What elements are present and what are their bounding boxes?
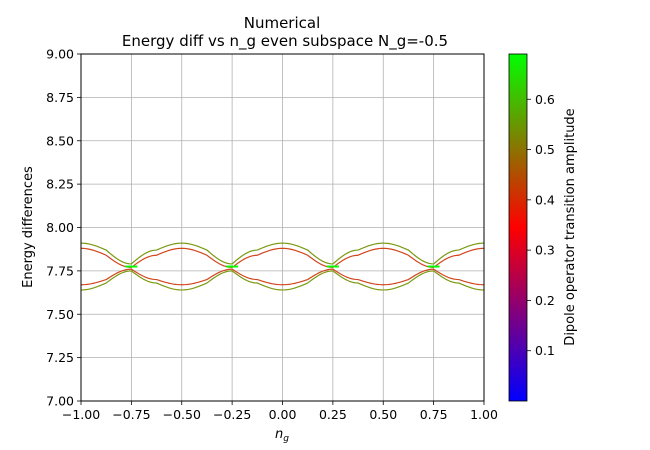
x-tick-label: −1.00: [62, 407, 100, 422]
y-tick-label: 8.00: [46, 220, 74, 235]
y-tick-label: 8.25: [46, 177, 74, 192]
y-tick-label: 7.50: [46, 307, 74, 322]
x-tick-label: −0.25: [213, 407, 251, 422]
series-line-2: [81, 247, 484, 269]
x-tick-label: 0.75: [420, 407, 448, 422]
chart-title: Numerical: [244, 14, 321, 32]
grid-lines: [80, 53, 485, 402]
series-layer: [81, 242, 484, 291]
x-tick-label: 0.50: [369, 407, 397, 422]
colorbar-tick-label: 0.3: [535, 243, 555, 258]
y-tick-label: 7.00: [46, 394, 74, 409]
x-tick-label: −0.50: [163, 407, 201, 422]
x-tick-label: 0.25: [319, 407, 347, 422]
series-line-1: [81, 242, 484, 265]
x-axis-label-sub: g: [283, 434, 289, 444]
x-axis-ticks: −1.00 −0.75 −0.50 −0.25 0.00 0.25 0.50 0.75 1.00: [62, 401, 498, 422]
y-axis-ticks: 7.00 7.25 7.50 7.75 8.00 8.25 8.50 8.75 9.00: [46, 47, 81, 409]
chart-subtitle: Energy diff vs n_g even subspace N_g=-0.…: [122, 32, 448, 51]
x-tick-label: −0.75: [112, 407, 150, 422]
x-axis-label-main: n: [275, 427, 283, 442]
y-axis-label: Energy differences: [21, 166, 36, 288]
colorbar-ticks: 0.1 0.2 0.3 0.4 0.5 0.6: [527, 92, 555, 358]
x-axis-label: ng: [275, 427, 289, 444]
y-tick-label: 8.50: [46, 133, 74, 148]
colorbar-tick-label: 0.5: [535, 142, 555, 157]
x-tick-label: 1.00: [470, 407, 498, 422]
series-line-3: [81, 268, 484, 286]
series-line-4: [81, 270, 484, 291]
colorbar: [508, 53, 528, 402]
y-tick-label: 9.00: [46, 47, 74, 62]
y-tick-label: 8.75: [46, 90, 74, 105]
x-tick-label: 0.00: [269, 407, 297, 422]
colorbar-label: Dipole operator transition amplitude: [563, 108, 578, 345]
colorbar-tick-label: 0.6: [535, 92, 555, 107]
colorbar-tick-label: 0.4: [535, 192, 555, 207]
colorbar-tick-label: 0.1: [535, 343, 555, 358]
y-tick-label: 7.25: [46, 350, 74, 365]
y-tick-label: 7.75: [46, 263, 74, 278]
colorbar-tick-label: 0.2: [535, 293, 555, 308]
